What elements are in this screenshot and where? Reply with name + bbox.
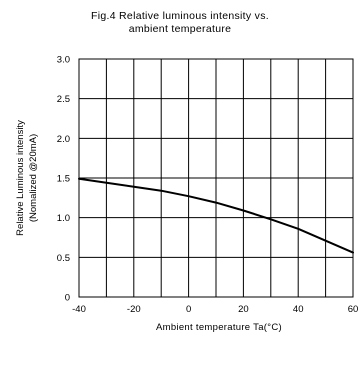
x-tick-label: 0 — [186, 304, 191, 315]
x-tick-label: -20 — [127, 304, 141, 315]
y-axis-label-line-1: Relative Luminous intensity — [15, 120, 26, 236]
y-tick-label: 3.0 — [57, 55, 70, 66]
chart-title-line-1: Fig.4 Relative luminous intensity vs. — [90, 10, 269, 22]
y-tick-label: 2.5 — [57, 94, 70, 105]
x-tick-label: 60 — [348, 304, 359, 315]
series-layer — [78, 177, 354, 254]
x-tick-label: 20 — [238, 304, 249, 315]
x-axis-label-unit: °C) — [267, 322, 282, 333]
y-tick-label: 2.0 — [57, 134, 70, 145]
series-line — [78, 177, 354, 254]
x-tick-labels: -40 -20 0 20 40 60 — [72, 304, 358, 315]
y-tick-label: 0.5 — [57, 253, 70, 264]
grid-lines — [78, 58, 354, 298]
y-tick-label: 1.5 — [57, 174, 70, 185]
x-tick-label: 40 — [293, 304, 304, 315]
y-tick-label: 0 — [65, 293, 70, 304]
y-axis-label-line-2: (Nomalized @20mA) — [28, 134, 39, 222]
y-tick-labels: 0 0.5 1.0 1.5 2.0 2.5 3.0 — [57, 55, 70, 304]
chart-title-line-2: ambient temperature — [128, 23, 232, 35]
x-tick-label: -40 — [72, 304, 86, 315]
x-axis-label-text: Ambient temperature Ta( — [156, 322, 268, 333]
y-tick-label: 1.0 — [57, 213, 70, 224]
x-axis-label: Ambient temperature Ta(°C) — [156, 322, 282, 333]
